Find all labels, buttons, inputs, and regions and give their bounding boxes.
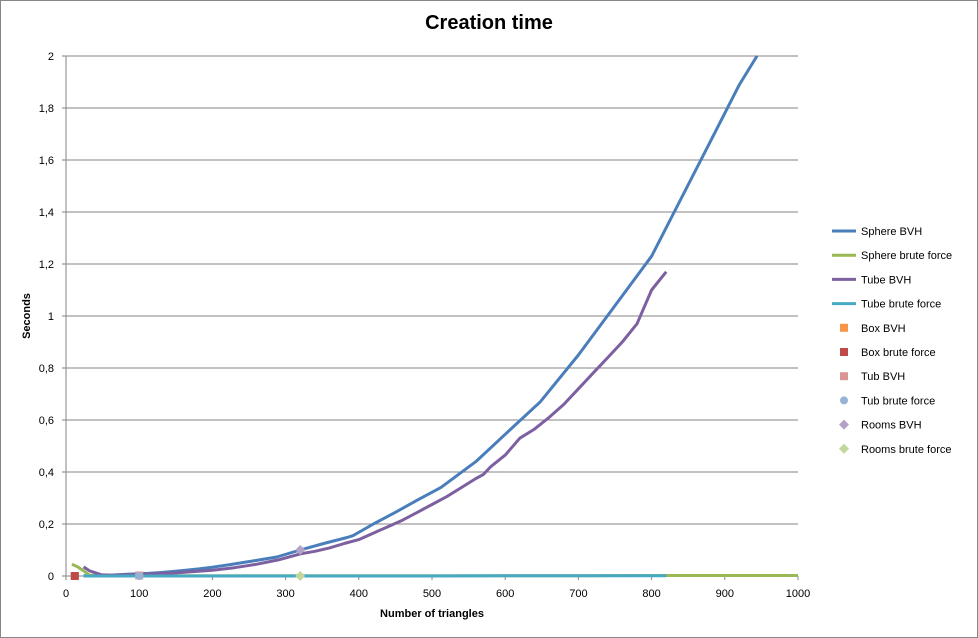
legend-label-sphere-brute-force: Sphere brute force <box>861 250 952 262</box>
y-axis-title: Seconds <box>21 293 33 339</box>
legend-label-tube-brute-force: Tube brute force <box>861 299 941 311</box>
legend-swatch-tub-bvh <box>840 372 848 381</box>
x-tick-label: 800 <box>642 588 660 600</box>
data-point-box-brute-force <box>70 572 79 580</box>
x-tick-label: 100 <box>130 588 148 600</box>
x-tick-label: 400 <box>350 588 368 600</box>
y-tick-label: 2 <box>48 51 54 63</box>
series-line-tube-bvh <box>82 270 668 577</box>
x-tick-label: 300 <box>276 588 294 600</box>
y-tick-label: 1,4 <box>39 207 54 219</box>
legend-swatch-box-brute-force <box>840 348 848 356</box>
x-tick-label: 500 <box>423 588 441 600</box>
data-point-rooms-bvh <box>295 545 306 555</box>
legend-swatch-rooms-bvh <box>839 419 849 430</box>
legend-swatch-box-bvh <box>840 323 848 332</box>
legend-label-rooms-brute-force: Rooms brute force <box>861 444 951 456</box>
data-point-tub-brute-force <box>135 572 144 580</box>
y-tick-label: 1,6 <box>39 155 54 167</box>
y-tick-label: 0,4 <box>39 467 54 479</box>
legend-label-rooms-bvh: Rooms BVH <box>861 420 922 432</box>
y-tick-label: 0,6 <box>39 415 54 427</box>
x-axis-title: Number of triangles <box>380 608 484 620</box>
legend-swatch-tub-brute-force <box>840 396 848 405</box>
y-tick-label: 1 <box>48 311 54 323</box>
legend-label-box-brute-force: Box brute force <box>861 347 936 359</box>
y-tick-label: 1,2 <box>39 259 54 271</box>
x-tick-label: 1000 <box>786 588 810 600</box>
x-tick-label: 700 <box>569 588 587 600</box>
legend-label-sphere-bvh: Sphere BVH <box>861 226 922 238</box>
y-tick-label: 0,8 <box>39 363 54 375</box>
legend-label-tub-bvh: Tub BVH <box>861 371 905 383</box>
legend-label-box-bvh: Box BVH <box>861 323 906 335</box>
x-tick-label: 200 <box>203 588 221 600</box>
y-tick-label: 0,2 <box>39 519 54 531</box>
y-tick-label: 0 <box>48 571 54 583</box>
legend-swatch-rooms-brute-force <box>839 443 849 454</box>
data-point-rooms-brute-force <box>295 571 306 581</box>
x-tick-label: 0 <box>63 588 69 600</box>
y-tick-label: 1,8 <box>39 103 54 115</box>
chart-title: Creation time <box>425 12 553 34</box>
x-tick-label: 900 <box>716 588 734 600</box>
x-tick-label: 600 <box>496 588 514 600</box>
legend-label-tube-bvh: Tube BVH <box>861 274 911 286</box>
legend-label-tub-brute-force: Tub brute force <box>861 395 935 407</box>
